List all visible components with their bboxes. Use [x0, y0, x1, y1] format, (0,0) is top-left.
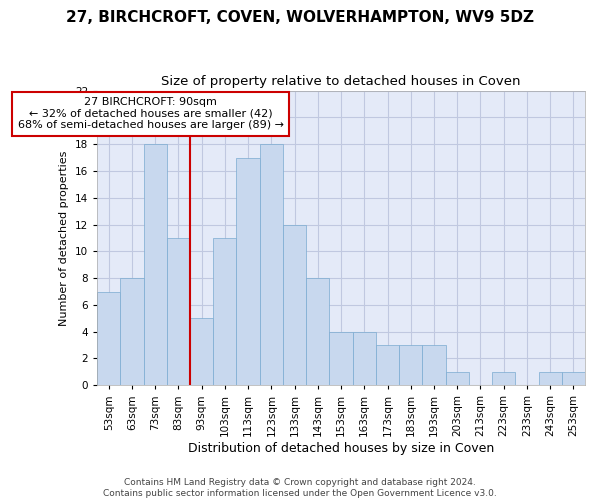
Bar: [399, 345, 422, 386]
Bar: [539, 372, 562, 386]
Bar: [329, 332, 353, 386]
X-axis label: Distribution of detached houses by size in Coven: Distribution of detached houses by size …: [188, 442, 494, 455]
Text: 27, BIRCHCROFT, COVEN, WOLVERHAMPTON, WV9 5DZ: 27, BIRCHCROFT, COVEN, WOLVERHAMPTON, WV…: [66, 10, 534, 25]
Bar: [446, 372, 469, 386]
Bar: [143, 144, 167, 386]
Bar: [167, 238, 190, 386]
Bar: [492, 372, 515, 386]
Bar: [422, 345, 446, 386]
Bar: [283, 224, 306, 386]
Bar: [306, 278, 329, 386]
Text: 27 BIRCHCROFT: 90sqm
← 32% of detached houses are smaller (42)
68% of semi-detac: 27 BIRCHCROFT: 90sqm ← 32% of detached h…: [17, 98, 284, 130]
Bar: [376, 345, 399, 386]
Bar: [236, 158, 260, 386]
Y-axis label: Number of detached properties: Number of detached properties: [59, 150, 69, 326]
Bar: [213, 238, 236, 386]
Bar: [353, 332, 376, 386]
Bar: [97, 292, 121, 386]
Bar: [121, 278, 143, 386]
Title: Size of property relative to detached houses in Coven: Size of property relative to detached ho…: [161, 75, 521, 88]
Bar: [562, 372, 585, 386]
Bar: [260, 144, 283, 386]
Text: Contains HM Land Registry data © Crown copyright and database right 2024.
Contai: Contains HM Land Registry data © Crown c…: [103, 478, 497, 498]
Bar: [190, 318, 213, 386]
